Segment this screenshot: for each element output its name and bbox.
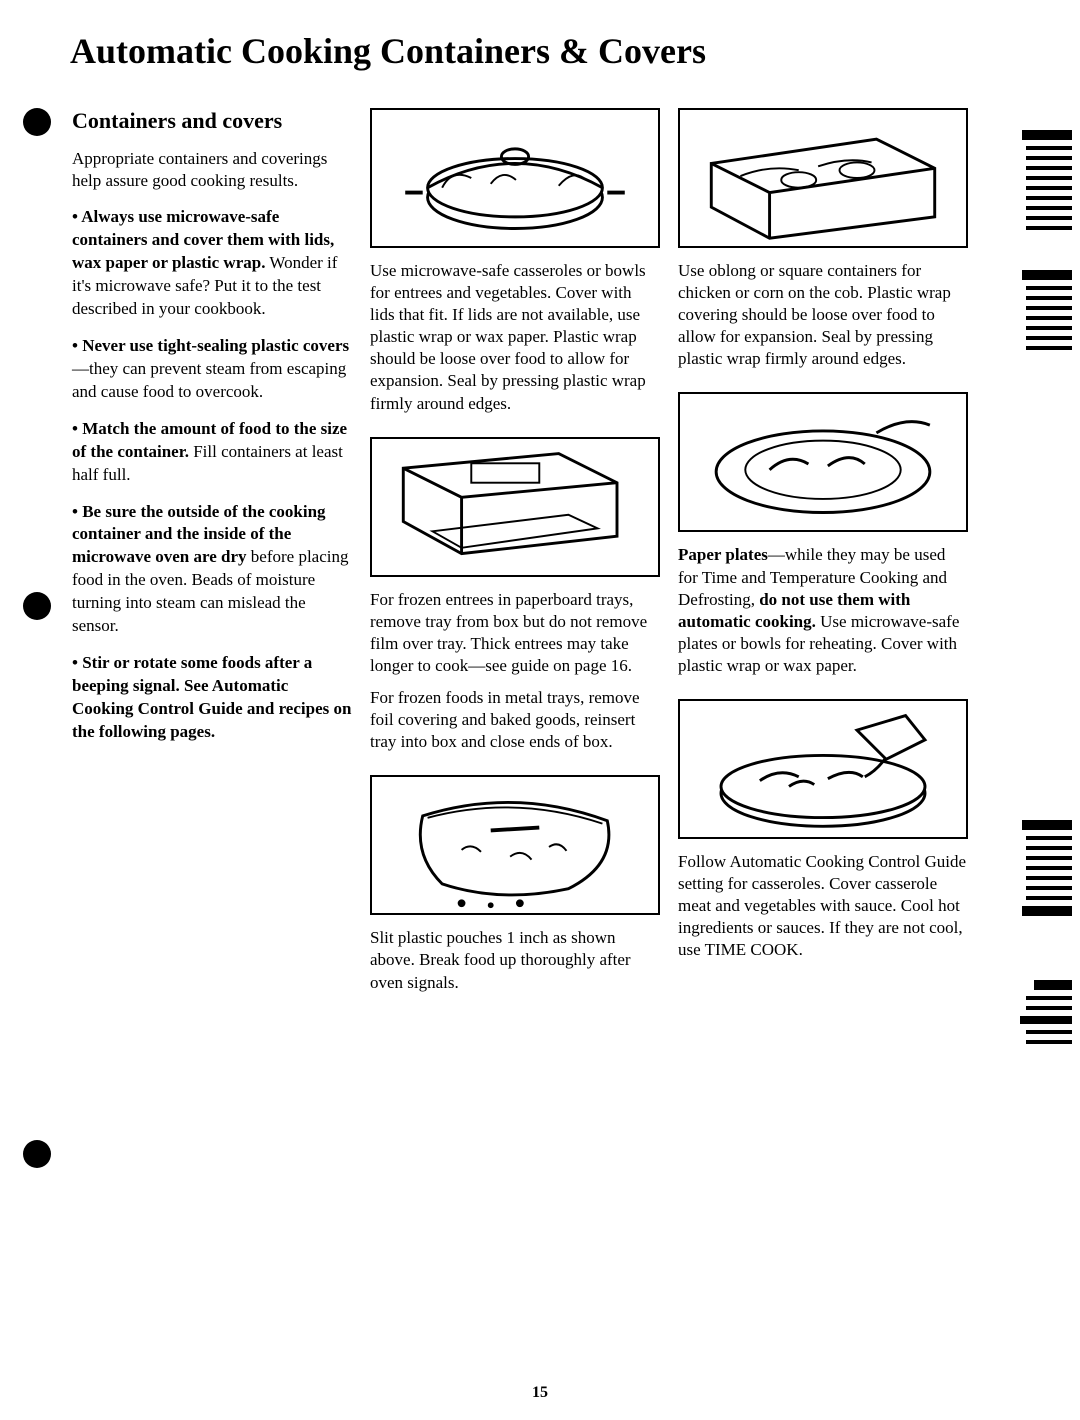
caption-oblong: Use oblong or square containers for chic… (678, 260, 968, 370)
intro-text: Appropriate containers and coverings hel… (72, 148, 352, 192)
bullet-dot-icon (23, 592, 51, 620)
column-middle: Use microwave-safe casseroles or bowls f… (370, 108, 660, 1168)
caption-metal-tray: For frozen foods in metal trays, remove … (370, 687, 660, 753)
bullet-item: Never use tight-sealing plastic covers —t… (72, 335, 352, 404)
caption-frozen-tray: For frozen entrees in paperboard trays, … (370, 589, 660, 677)
section-heading: Containers and covers (72, 108, 352, 134)
bullet-item: Be sure the outside of the cooking conta… (72, 501, 352, 639)
caption-bold: Paper plates (678, 545, 768, 564)
figure-oblong (678, 108, 968, 248)
bullet-item: Always use microwave-safe containers and… (72, 206, 352, 321)
bullet-item: Stir or rotate some foods after a beepin… (72, 652, 352, 744)
caption-pouch: Slit plastic pouches 1 inch as shown abo… (370, 927, 660, 993)
caption-plate: Paper plates—while they may be used for … (678, 544, 968, 677)
bullet-bold: Never use tight-sealing plastic covers (82, 336, 349, 355)
page-number: 15 (532, 1384, 548, 1402)
figure-casserole-sauce (678, 699, 968, 839)
column-right: Use oblong or square containers for chic… (678, 108, 968, 1168)
caption-casserole-sauce: Follow Automatic Cooking Control Guide s… (678, 851, 968, 961)
bullet-list: Always use microwave-safe containers and… (72, 206, 352, 744)
page-title: Automatic Cooking Containers & Covers (70, 30, 1010, 72)
figure-frozen-tray (370, 437, 660, 577)
figure-plate (678, 392, 968, 532)
tray-box-icon (372, 439, 658, 575)
casserole-sauce-icon (680, 701, 966, 837)
content-columns: Containers and covers Appropriate contai… (20, 108, 1010, 1168)
plate-icon (680, 394, 966, 530)
bullet-item: Match the amount of food to the size of … (72, 418, 352, 487)
bullet-rest: —they can prevent steam from escaping an… (72, 359, 346, 401)
binding-artifact-icon (1016, 130, 1072, 230)
figure-casserole (370, 108, 660, 248)
pouch-icon (372, 777, 658, 913)
caption-casserole: Use microwave-safe casseroles or bowls f… (370, 260, 660, 415)
casserole-icon (372, 110, 658, 246)
column-containers-covers: Containers and covers Appropriate contai… (72, 108, 352, 1168)
binding-artifact-icon (1016, 270, 1072, 350)
figure-pouch (370, 775, 660, 915)
bullet-bold: Stir or rotate some foods after a beepin… (72, 653, 351, 741)
bullet-dot-icon (23, 1140, 51, 1168)
oblong-container-icon (680, 110, 966, 246)
binding-artifact-icon (1016, 980, 1072, 1044)
bullet-dot-icon (23, 108, 51, 136)
left-gutter (20, 108, 54, 1168)
binding-artifact-icon (1016, 820, 1072, 916)
